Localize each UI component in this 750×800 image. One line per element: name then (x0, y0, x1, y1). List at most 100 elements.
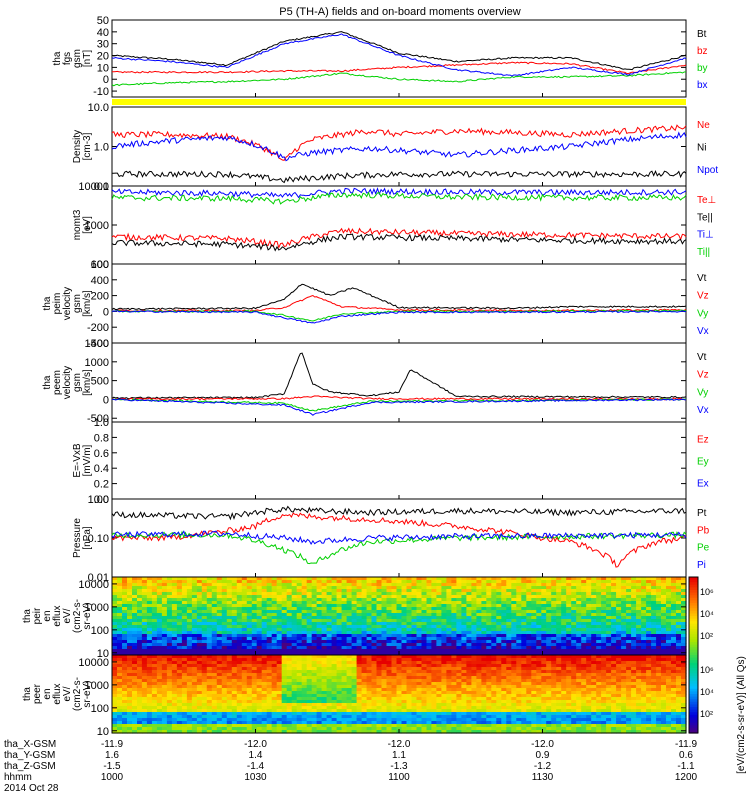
spectrogram-cell (336, 676, 343, 680)
y-axis-label-line: Density (72, 130, 83, 163)
spectrogram-cell (201, 649, 208, 653)
spectrogram-cell (481, 634, 487, 638)
spectrogram-cell (346, 592, 353, 596)
spectrogram-cell (391, 706, 398, 710)
spectrogram-cell (351, 670, 358, 674)
spectrogram-cell (166, 622, 173, 626)
spectrogram-cell (156, 658, 163, 662)
spectrogram-cell (481, 577, 487, 581)
spectrogram-cell (451, 583, 457, 587)
spectrogram-cell (436, 613, 442, 617)
spectrogram-cell (526, 589, 532, 593)
spectrogram-cell (176, 727, 183, 731)
spectrogram-cell (311, 712, 318, 716)
spectrogram-cell (201, 697, 208, 701)
spectrogram-cell (221, 634, 228, 638)
spectrogram-cell (351, 685, 358, 689)
spectrogram-cell (221, 619, 228, 623)
spectrogram-cell (291, 586, 298, 590)
spectrogram-cell (411, 595, 418, 599)
spectrogram-cell (671, 616, 677, 620)
spectrogram-cell (146, 616, 153, 620)
spectrogram-cell (156, 670, 163, 674)
spectrogram-cell (681, 649, 687, 653)
spectrogram-cell (151, 685, 158, 689)
spectrogram-cell (651, 598, 657, 602)
spectrogram-cell (431, 721, 437, 725)
spectrogram-cell (117, 631, 123, 635)
spectrogram-cell (601, 637, 607, 641)
spectrogram-cell (471, 649, 477, 653)
spectrogram-cell (331, 628, 338, 632)
spectrogram-cell (216, 643, 223, 647)
spectrogram-cell (506, 598, 512, 602)
spectrogram-cell (601, 604, 607, 608)
spectrogram-cell (216, 712, 223, 716)
spectrogram-cell (531, 589, 537, 593)
spectrogram-cell (201, 694, 208, 698)
spectrogram-cell (251, 622, 258, 626)
spectrogram-cell (286, 682, 293, 686)
spectrogram-cell (216, 682, 223, 686)
spectrogram-cell (326, 613, 333, 617)
spectrogram-cell (336, 622, 343, 626)
spectrogram-cell (661, 637, 667, 641)
y-tick-label: 40 (97, 27, 109, 39)
spectrogram-cell (171, 730, 178, 734)
spectrogram-cell (351, 634, 358, 638)
spectrogram-cell (281, 721, 288, 725)
spectrogram-cell (196, 613, 203, 617)
spectrogram-cell (391, 610, 398, 614)
spectrogram-cell (376, 655, 383, 659)
spectrogram-cell (141, 694, 148, 698)
spectrogram-cell (161, 640, 168, 644)
spectrogram-cell (601, 619, 607, 623)
spectrogram-cell (436, 643, 442, 647)
spectrogram-cell (426, 601, 433, 605)
spectrogram-cell (341, 712, 348, 716)
spectrogram-cell (161, 577, 168, 581)
spectrogram-cell (421, 715, 428, 719)
spectrogram-cell (496, 592, 502, 596)
spectrogram-cell (431, 622, 437, 626)
spectrogram-cell (351, 682, 358, 686)
spectrogram-cell (331, 649, 338, 653)
spectrogram-cell (241, 700, 248, 704)
spectrogram-cell (306, 676, 313, 680)
spectrogram-cell (296, 667, 303, 671)
spectrogram-cell (306, 607, 313, 611)
spectrogram-cell (311, 628, 318, 632)
spectrogram-cell (241, 595, 248, 599)
spectrogram-cell (256, 709, 263, 713)
spectrogram-cell (231, 595, 238, 599)
spectrogram-cell (431, 691, 437, 695)
spectrogram-cell (546, 613, 552, 617)
spectrogram-cell (461, 625, 467, 629)
spectrogram-cell (391, 691, 398, 695)
spectrogram-cell (286, 607, 293, 611)
spectrogram-cell (401, 679, 408, 683)
spectrogram-cell (256, 664, 263, 668)
spectrogram-cell (376, 682, 383, 686)
spectrogram-cell (671, 595, 677, 599)
spectrogram-cell (421, 652, 428, 656)
spectrogram-cell (581, 634, 587, 638)
spectrogram-cell (117, 655, 123, 659)
spectrogram-cell (122, 655, 128, 659)
spectrogram-cell (291, 709, 298, 713)
spectrogram-cell (486, 646, 492, 650)
spectrogram-cell (261, 637, 268, 641)
spectrogram-cell (381, 712, 388, 716)
spectrogram-cell (596, 592, 602, 596)
spectrogram-cell (151, 613, 158, 617)
spectrogram-cell (511, 583, 517, 587)
spectrogram-cell (201, 679, 208, 683)
spectrogram-cell (366, 706, 373, 710)
spectrogram-cell (216, 679, 223, 683)
spectrogram-cell (516, 625, 522, 629)
spectrogram-cell (246, 616, 253, 620)
spectrogram-cell (346, 652, 353, 656)
spectrogram-cell (291, 694, 298, 698)
spectrogram-cell (551, 631, 557, 635)
spectrogram-cell (371, 622, 378, 626)
